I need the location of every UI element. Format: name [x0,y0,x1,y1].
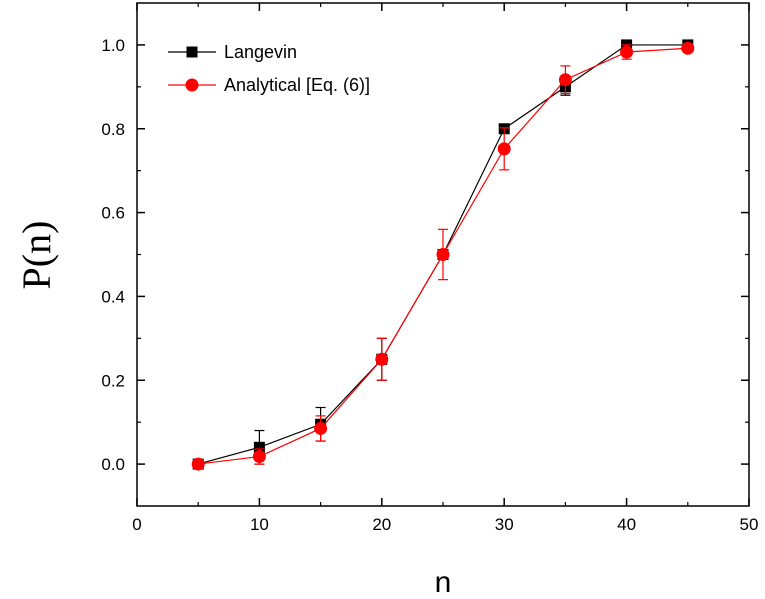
x-axis-label: n [435,566,452,599]
data-point [375,352,389,366]
data-point [558,73,572,87]
x-tick-label: 30 [495,515,514,534]
x-tick-label: 20 [372,515,391,534]
y-tick-label: 0.8 [101,120,125,139]
legend: Langevin Analytical [Eq. (6)] [168,42,370,95]
data-point [497,142,511,156]
data-point [436,248,450,261]
data-point [681,41,695,55]
y-tick-label: 1.0 [101,36,125,55]
data-point [191,457,205,471]
x-tick-label: 0 [132,515,141,534]
data-point [252,450,266,464]
series-analytical [191,41,695,471]
legend-label: Analytical [Eq. (6)] [224,75,370,95]
x-tick-label: 10 [250,515,269,534]
data-point [620,45,634,59]
y-axis-label: P(n) [14,221,59,290]
legend-marker [186,46,198,58]
legend-marker [185,78,199,92]
series-layer [191,39,695,471]
y-tick-label: 0.2 [101,371,125,390]
x-tick-label: 50 [740,515,759,534]
axis-ticks: 0 10 20 30 40 50 0.0 0.2 0.4 0.6 0.8 1.0 [101,3,758,534]
y-tick-label: 0.6 [101,204,125,223]
legend-item: Langevin [168,42,297,62]
x-tick-label: 40 [617,515,636,534]
legend-item: Analytical [Eq. (6)] [168,75,370,95]
y-tick-label: 0.4 [101,287,125,306]
data-point [314,421,328,435]
y-tick-label: 0.0 [101,455,125,474]
data-point [253,441,265,453]
legend-label: Langevin [224,42,297,62]
